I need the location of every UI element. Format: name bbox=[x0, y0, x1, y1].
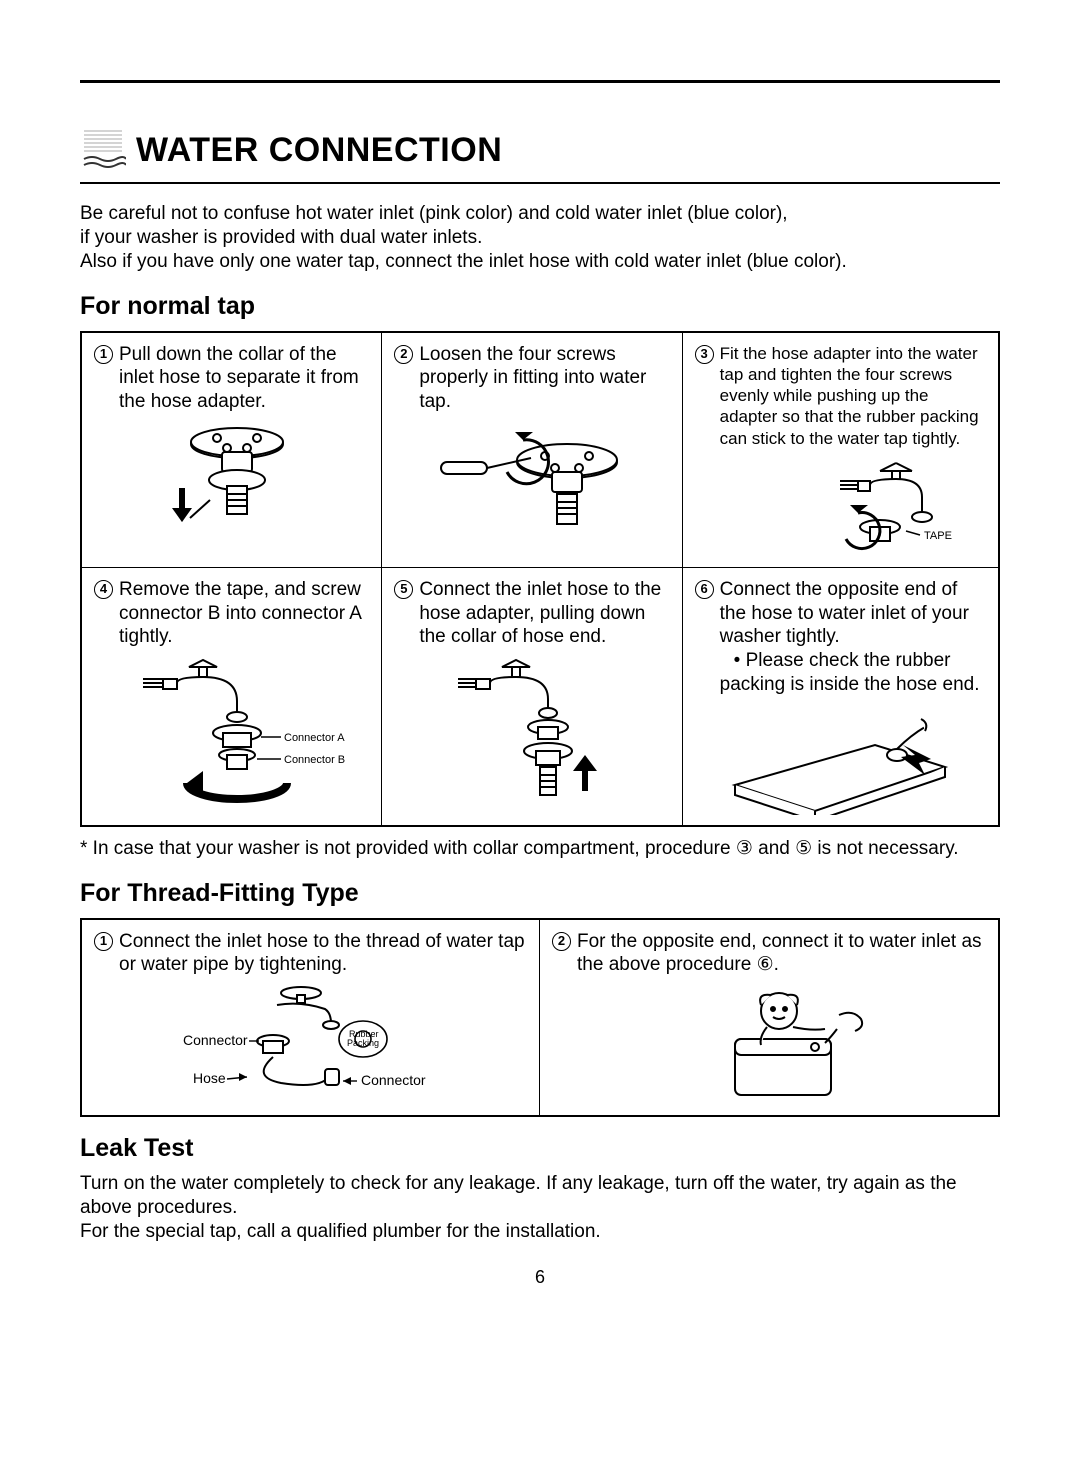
intro-text: Be careful not to confuse hot water inle… bbox=[80, 202, 1000, 273]
title-row: WATER CONNECTION bbox=[80, 125, 1000, 176]
page-number: 6 bbox=[80, 1266, 1000, 1289]
step-number-icon: 4 bbox=[94, 580, 113, 599]
leak-line: For the special tap, call a qualified pl… bbox=[80, 1220, 1000, 1244]
step-text: Connect the inlet hose to the thread of … bbox=[119, 930, 527, 978]
step-cell: 1 Connect the inlet hose to the thread o… bbox=[82, 920, 540, 1116]
leak-body: Turn on the water completely to check fo… bbox=[80, 1172, 1000, 1243]
step-cell: 5 Connect the inlet hose to the hose ada… bbox=[382, 568, 682, 825]
diagram-step6 bbox=[695, 705, 986, 815]
intro-line: if your washer is provided with dual wat… bbox=[80, 226, 1000, 250]
step-cell: 1 Pull down the collar of the inlet hose… bbox=[82, 333, 382, 568]
intro-line: Also if you have only one water tap, con… bbox=[80, 250, 1000, 274]
step-text: Fit the hose adapter into the water tap … bbox=[720, 343, 986, 449]
heading-thread-fitting: For Thread-Fitting Type bbox=[80, 878, 1000, 909]
step-number-icon: 6 bbox=[695, 580, 714, 599]
diagram-step4: Connector A Connector B bbox=[94, 657, 369, 807]
step-number-icon: 1 bbox=[94, 932, 113, 951]
step-bullet: • Please check the rubber packing is ins… bbox=[720, 650, 980, 695]
step-text: Connect the opposite end of the hose to … bbox=[720, 579, 969, 648]
thread-grid: 1 Connect the inlet hose to the thread o… bbox=[80, 918, 1000, 1118]
step-text: Remove the tape, and screw connector B i… bbox=[119, 578, 369, 649]
page-title: WATER CONNECTION bbox=[136, 129, 502, 172]
diagram-thread1: Connector Rubber Packing Hose bbox=[94, 985, 527, 1105]
connector-b-label: Connector B bbox=[284, 754, 345, 766]
page: WATER CONNECTION Be careful not to confu… bbox=[0, 0, 1080, 1479]
step-cell: 2 For the opposite end, connect it to wa… bbox=[540, 920, 998, 1116]
intro-line: Be careful not to confuse hot water inle… bbox=[80, 202, 1000, 226]
step-number-icon: 2 bbox=[394, 345, 413, 364]
diagram-step3: TAPE bbox=[695, 457, 986, 557]
normal-tap-grid: 1 Pull down the collar of the inlet hose… bbox=[80, 331, 1000, 827]
step-cell: 4 Remove the tape, and screw connector B… bbox=[82, 568, 382, 825]
step-text: Pull down the collar of the inlet hose t… bbox=[119, 343, 369, 414]
step-number-icon: 3 bbox=[695, 345, 714, 364]
connector-label-2: Connector bbox=[361, 1072, 426, 1088]
step-cell: 2 Loosen the four screws properly in fit… bbox=[382, 333, 682, 568]
diagram-step2 bbox=[394, 422, 669, 542]
step-number-icon: 1 bbox=[94, 345, 113, 364]
diagram-step5 bbox=[394, 657, 669, 807]
heading-normal-tap: For normal tap bbox=[80, 291, 1000, 322]
step-number-icon: 5 bbox=[394, 580, 413, 599]
diagram-thread2 bbox=[552, 985, 986, 1105]
connector-label: Connector bbox=[183, 1032, 248, 1048]
step-text: Loosen the four screws properly in fitti… bbox=[419, 343, 669, 414]
svg-text:Packing: Packing bbox=[347, 1038, 379, 1048]
top-rule bbox=[80, 80, 1000, 83]
collar-note: * In case that your washer is not provid… bbox=[80, 837, 1000, 861]
connector-a-label: Connector A bbox=[284, 732, 345, 744]
step-cell: 6 Connect the opposite end of the hose t… bbox=[683, 568, 998, 825]
tape-label-svg: TAPE bbox=[924, 530, 952, 542]
step-text: For the opposite end, connect it to wate… bbox=[577, 930, 986, 978]
leak-line: Turn on the water completely to check fo… bbox=[80, 1172, 1000, 1220]
heading-leak-test: Leak Test bbox=[80, 1133, 1000, 1164]
step-cell: 3 Fit the hose adapter into the water ta… bbox=[683, 333, 998, 568]
hose-label: Hose bbox=[193, 1070, 226, 1086]
step-text: Connect the inlet hose to the hose adapt… bbox=[419, 578, 669, 649]
title-underline bbox=[80, 182, 1000, 184]
diagram-step1 bbox=[94, 422, 369, 542]
step-number-icon: 2 bbox=[552, 932, 571, 951]
wave-icon bbox=[80, 125, 126, 176]
